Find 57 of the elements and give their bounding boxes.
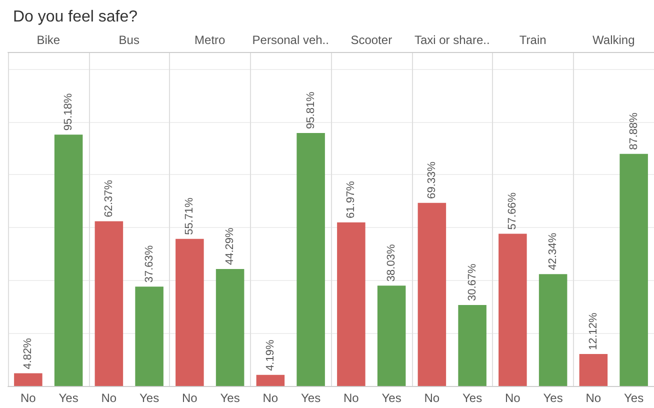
- bar: [579, 354, 608, 386]
- x-tick-label: No: [586, 391, 602, 405]
- data-label: 95.81%: [304, 91, 317, 129]
- data-label: 4.82%: [22, 338, 34, 370]
- bar: [54, 134, 83, 386]
- x-tick-label: No: [262, 391, 278, 405]
- x-tick-label: Yes: [624, 391, 644, 405]
- chart-title: Do you feel safe?: [13, 8, 138, 26]
- x-tick-label: Yes: [301, 391, 321, 405]
- text: Bike: [36, 33, 60, 47]
- data-label: 38.03%: [386, 244, 398, 282]
- text: Scooter: [350, 33, 392, 47]
- data-label: 69.33%: [426, 161, 438, 199]
- data-label: 87.88%: [628, 112, 640, 150]
- data-label: 42.34%: [547, 232, 560, 270]
- data-label: 57.66%: [506, 192, 519, 230]
- text: Walking: [592, 33, 635, 47]
- bar: [256, 374, 285, 386]
- x-tick-label: Yes: [58, 391, 78, 405]
- data-label: 44.29%: [224, 228, 236, 266]
- data-label: 62.37%: [102, 180, 115, 218]
- bar: [337, 222, 366, 386]
- x-tick-label: No: [344, 391, 360, 405]
- text: Metro: [194, 33, 226, 47]
- data-label: 4.19%: [264, 340, 276, 371]
- bar: [94, 221, 124, 386]
- text: Bus: [118, 33, 140, 47]
- bar: [538, 274, 568, 386]
- bar: [458, 305, 486, 386]
- x-tick-label: Yes: [140, 391, 160, 405]
- bar: [377, 286, 406, 386]
- text: Train: [519, 33, 546, 47]
- bar: [135, 286, 164, 386]
- bar: [296, 132, 325, 386]
- bar: [176, 238, 204, 386]
- data-label: 95.18%: [62, 93, 75, 131]
- x-tick-label: Yes: [220, 391, 240, 405]
- x-tick-label: No: [424, 391, 440, 405]
- x-tick-label: No: [101, 391, 117, 405]
- x-tick-label: No: [182, 391, 198, 405]
- data-label: 61.97%: [345, 180, 358, 218]
- bar: [14, 373, 42, 386]
- bar: [620, 154, 648, 386]
- bar: [418, 202, 446, 386]
- x-tick-label: Yes: [382, 391, 402, 405]
- text: Personal veh..: [252, 33, 329, 47]
- data-label: 37.63%: [143, 245, 156, 283]
- bar: [498, 234, 527, 386]
- x-tick-label: Yes: [543, 391, 563, 405]
- bar: [216, 269, 244, 386]
- text: Taxi or share..: [414, 33, 490, 47]
- data-label: 12.12%: [587, 312, 600, 350]
- data-label: 55.71%: [184, 197, 196, 235]
- x-tick-label: No: [505, 391, 521, 405]
- x-tick-label: No: [20, 391, 36, 405]
- x-tick-label: Yes: [462, 391, 482, 405]
- data-label: 30.67%: [466, 263, 478, 301]
